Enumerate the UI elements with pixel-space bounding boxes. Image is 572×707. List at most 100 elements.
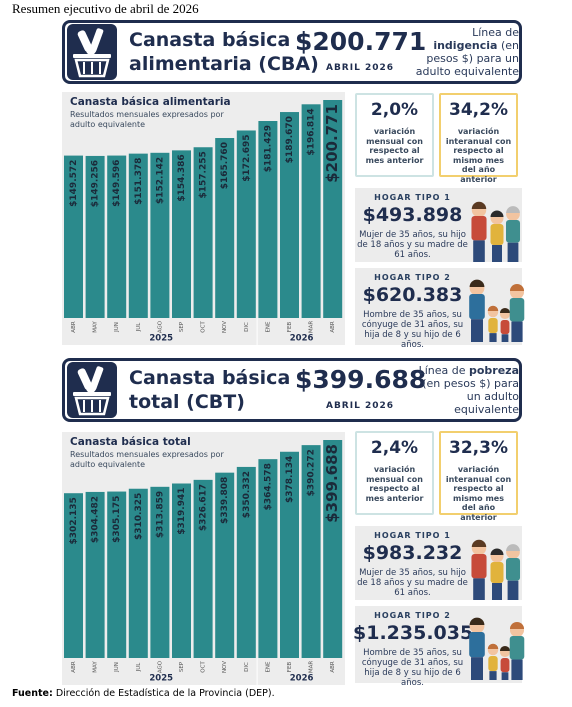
family-box (465, 192, 525, 262)
person-hair (490, 548, 504, 555)
person-legs (511, 321, 523, 342)
x-tick-label: AGO (157, 320, 163, 333)
bar-value-label: $319.941 (177, 487, 187, 534)
person-hair (487, 305, 499, 311)
person-legs (473, 240, 485, 262)
person-legs (473, 578, 485, 600)
person-hair (499, 307, 511, 313)
x-tick-label: OCT (201, 321, 207, 333)
x-tick-label: JUL (136, 662, 142, 673)
bar-value-label: $339.808 (220, 477, 230, 524)
person-hair (471, 539, 487, 547)
household-amount: $983.232 (362, 542, 463, 564)
x-tick-label: MAY (93, 661, 99, 673)
basket-icon (73, 28, 111, 78)
family-icon (471, 539, 521, 600)
x-tick-label: JUL (136, 322, 142, 333)
page-title: Resumen ejecutivo de abril de 2026 (12, 1, 199, 16)
person-body (505, 558, 521, 581)
family-box (465, 272, 525, 342)
line-prefix: Línea de (418, 364, 466, 377)
header-box: Canasta básica alimentaria (CBA) $200.771 A… (62, 20, 522, 84)
x-tick-label: ABR (330, 661, 336, 673)
x-tick-label: JUN (114, 322, 120, 333)
bar-value-label: $390.272 (307, 449, 317, 496)
household-box: HOGAR TIPO 2 $1.235.035 Hombre de 35 años,… (353, 606, 525, 688)
bar-value-label: $304.482 (91, 496, 101, 543)
person-legs (471, 657, 483, 680)
household-box: HOGAR TIPO 1 $493.898 Mujer de 35 años, su… (355, 188, 522, 262)
year-label: 2025 (149, 334, 173, 344)
bar-value-label: $157.255 (199, 151, 209, 198)
household-amount: $1.235.035 (353, 622, 474, 644)
bar-value-label: $313.859 (155, 491, 165, 538)
year-label: 2025 (149, 674, 173, 684)
line-suffix: (en pesos $) para un adulto equivalente (422, 377, 519, 416)
bar (215, 472, 235, 658)
bar (64, 493, 83, 658)
x-tick-label: SEP (179, 321, 185, 332)
person-body (500, 320, 510, 335)
household-label: HOGAR TIPO 2 (374, 611, 451, 620)
chart-svg: $149.572 ABR $149.256 MAY $149.596 JUN $151.37… (64, 100, 343, 345)
x-tick-label: NOV (222, 321, 228, 333)
household-text: Mujer de 35 años, su hijo de 18 años y s… (357, 230, 468, 260)
household-text: Mujer de 35 años, su hijo de 18 años y s… (357, 568, 468, 598)
period: ABRIL 2026 (325, 63, 395, 73)
person-body (469, 294, 485, 320)
year-label: 2026 (290, 674, 314, 684)
header-box: Canasta básica total (CBT) $399.688 ABRIL 2… (62, 358, 522, 422)
bar (128, 488, 148, 658)
chart-subtitle: Resultados mensuales expresados por adul… (70, 110, 224, 129)
x-tick-label: FEB (287, 662, 293, 673)
bar (301, 104, 321, 318)
bar (172, 483, 191, 658)
chart-area: Canasta básica total Resultados mensuales… (62, 432, 345, 685)
indicator-box: 34,2% variación interanual con respecto a… (439, 93, 518, 184)
bar-value-label: $154.386 (177, 154, 187, 201)
section-title: total (CBT) (129, 391, 245, 413)
bar-value-label: $189.670 (285, 116, 295, 163)
person-hair (490, 210, 504, 217)
x-tick-label: DIC (244, 322, 250, 332)
bar-value-label: $149.572 (69, 160, 79, 207)
period: ABRIL 2026 (325, 401, 395, 411)
basket-body (74, 396, 110, 416)
basket-fruit (86, 45, 96, 55)
bar (258, 459, 278, 658)
x-tick-label: NOV (222, 661, 228, 673)
basket-rim (73, 54, 111, 58)
bar (107, 155, 127, 318)
source-text: Dirección de Estadística de la Provincia… (55, 688, 275, 699)
person-hair (509, 621, 525, 629)
person-hair (499, 645, 511, 651)
x-tick-label: ABR (71, 661, 77, 673)
bar (193, 147, 213, 318)
chart-title: Canasta básica alimentaria (70, 96, 231, 108)
household-label: HOGAR TIPO 2 (374, 273, 451, 282)
amount: $399.688 (295, 365, 427, 394)
bar (215, 138, 235, 318)
chart-svg: $302.135 ABR $304.482 MAY $305.175 JUN $310.32… (64, 440, 343, 685)
person-body (505, 220, 521, 243)
person-body (490, 562, 504, 583)
bar-value-label: $149.256 (91, 160, 101, 207)
basket-icon (73, 366, 111, 416)
indicator-text: variación mensual con respecto al mes an… (365, 127, 424, 165)
bar (280, 112, 299, 318)
person-legs (501, 334, 509, 342)
indicator-text: variación interanual con respecto al mis… (445, 465, 512, 522)
x-tick-label: FEB (287, 322, 293, 333)
x-tick-label: ABR (330, 321, 336, 333)
indicator-box: 2,4% variación mensual con respecto al me… (355, 431, 434, 515)
bar-value-label: $200.771 (323, 104, 341, 183)
person-hair (509, 283, 525, 291)
bar-value-label: $172.695 (242, 134, 252, 181)
x-tick-label: JUN (114, 662, 120, 673)
household-amount: $493.898 (362, 204, 463, 226)
bar (193, 479, 213, 658)
bar (150, 152, 170, 318)
icon-box (67, 24, 117, 80)
person-body (488, 318, 498, 334)
